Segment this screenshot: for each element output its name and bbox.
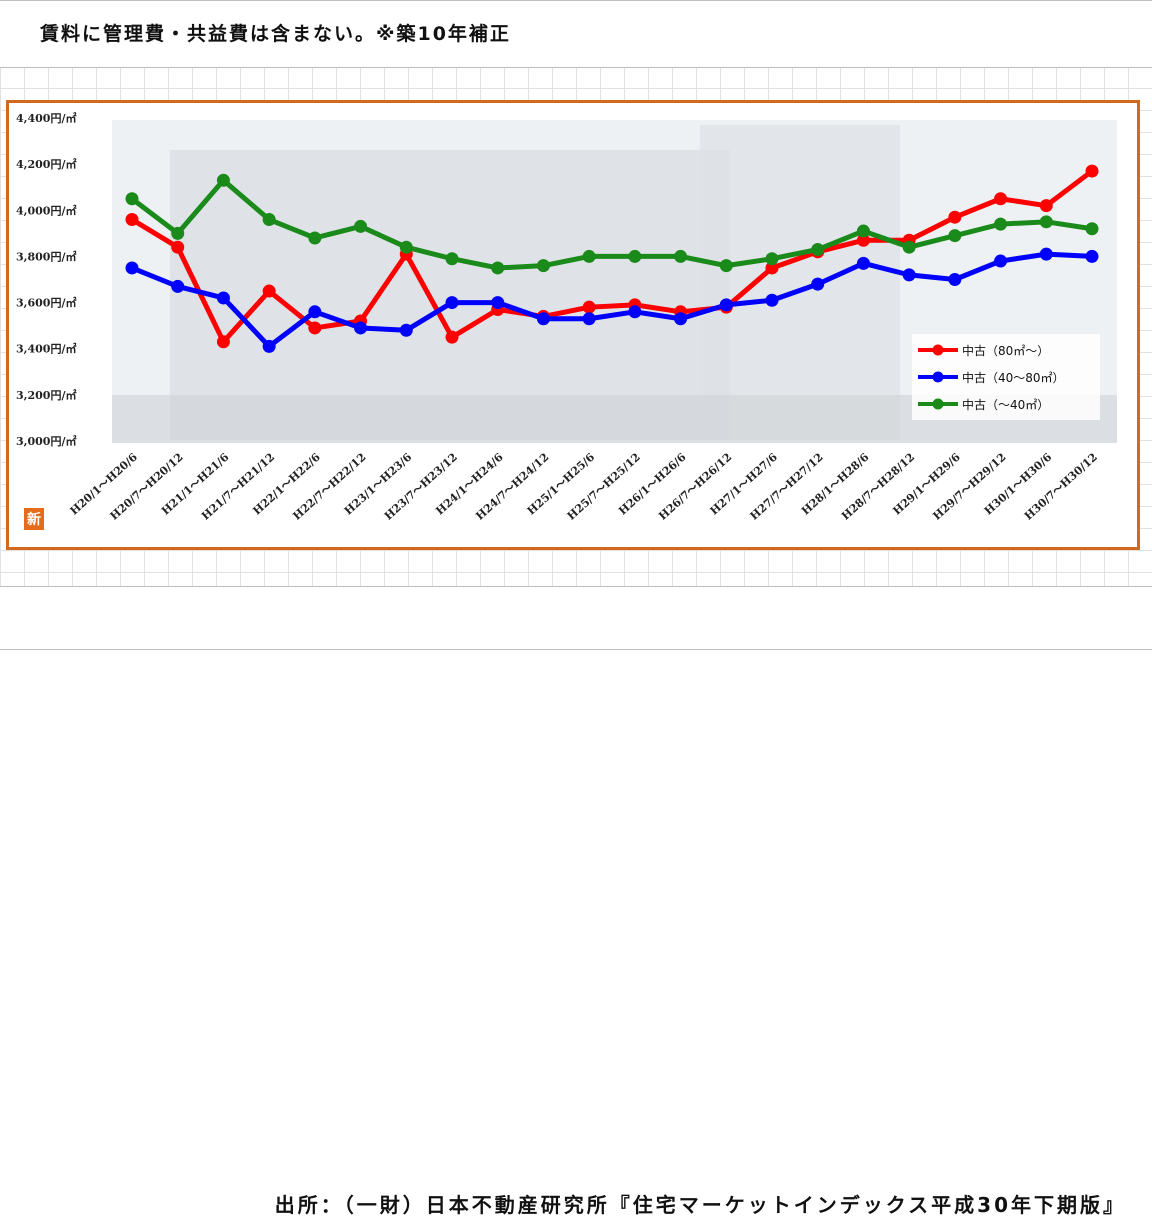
- data-point: [948, 229, 962, 243]
- data-point: [674, 249, 688, 263]
- legend-label: 中古（～40㎡）: [962, 397, 1049, 412]
- data-point: [445, 330, 459, 344]
- y-tick-label: 3,400円/㎡: [16, 342, 76, 356]
- data-point: [948, 210, 962, 224]
- data-point: [765, 252, 779, 266]
- data-point: [1085, 249, 1099, 263]
- legend-label: 中古（80㎡～）: [962, 343, 1049, 358]
- data-point: [1085, 164, 1099, 178]
- data-point: [994, 217, 1008, 231]
- data-point: [719, 298, 733, 312]
- y-tick-label: 3,800円/㎡: [16, 249, 76, 263]
- line-chart: 3,000円/㎡ 3,200円/㎡ 3,400円/㎡ 3,600円/㎡ 3,800円/㎡…: [16, 111, 1117, 523]
- data-point: [811, 277, 825, 291]
- data-point: [216, 335, 230, 349]
- data-point: [856, 224, 870, 238]
- data-point: [994, 254, 1008, 268]
- data-point: [628, 249, 642, 263]
- y-tick-label: 4,000円/㎡: [16, 203, 76, 217]
- data-point: [171, 226, 185, 240]
- data-point: [994, 192, 1008, 206]
- data-point: [719, 259, 733, 273]
- data-point: [582, 300, 596, 314]
- header-band: 賃料に管理費・共益費は含まない。※築10年補正: [0, 0, 1152, 68]
- legend-marker: [932, 398, 944, 410]
- legend-marker: [932, 344, 944, 356]
- data-point: [445, 296, 459, 310]
- data-point: [811, 243, 825, 257]
- y-tick-label: 3,600円/㎡: [16, 296, 76, 310]
- data-point: [1039, 215, 1053, 229]
- data-point: [445, 252, 459, 266]
- logo-icon: 新: [24, 508, 44, 530]
- data-point: [536, 259, 550, 273]
- data-point: [354, 321, 368, 335]
- data-point: [948, 273, 962, 286]
- data-point: [399, 323, 413, 337]
- legend-marker: [932, 371, 944, 383]
- data-point: [582, 312, 596, 326]
- data-point: [1039, 247, 1053, 261]
- chart-note: 賃料に管理費・共益費は含まない。※築10年補正: [40, 23, 511, 45]
- data-point: [628, 305, 642, 319]
- data-point: [308, 231, 322, 245]
- series-line: [129, 177, 1095, 271]
- data-point: [216, 291, 230, 305]
- data-point: [308, 305, 322, 319]
- data-point: [765, 293, 779, 307]
- series-line: [129, 168, 1095, 345]
- data-point: [262, 284, 276, 298]
- data-point: [491, 261, 505, 275]
- data-point: [536, 312, 550, 326]
- data-point: [125, 261, 139, 275]
- y-tick-label: 3,200円/㎡: [16, 388, 76, 402]
- y-tick-label: 4,200円/㎡: [16, 157, 76, 171]
- data-point: [171, 240, 185, 254]
- data-point: [1039, 199, 1053, 213]
- data-point: [262, 213, 276, 227]
- data-point: [902, 268, 916, 282]
- y-tick-label: 4,400円/㎡: [16, 111, 76, 125]
- series-line: [129, 251, 1095, 349]
- data-point: [125, 213, 139, 227]
- data-point: [171, 279, 185, 293]
- footer-band: 出所：（一財）日本不動産研究所『住宅マーケットインデックス平成30年下期版』: [0, 586, 1152, 1217]
- data-point: [262, 339, 276, 353]
- data-point: [674, 312, 688, 326]
- building-shape: [700, 125, 900, 440]
- data-point: [856, 256, 870, 270]
- data-point: [1085, 222, 1099, 236]
- data-point: [125, 192, 139, 206]
- y-tick-label: 3,000円/㎡: [16, 434, 76, 448]
- data-point: [765, 261, 779, 275]
- data-point: [308, 321, 322, 335]
- source-citation: 出所：（一財）日本不動産研究所『住宅マーケットインデックス平成30年下期版』: [274, 1193, 1126, 1217]
- legend-label: 中古（40～80㎡）: [962, 370, 1065, 385]
- data-point: [902, 240, 916, 254]
- data-point: [856, 233, 870, 247]
- data-point: [582, 249, 596, 263]
- data-point: [399, 240, 413, 254]
- data-point: [216, 173, 230, 187]
- data-point: [491, 296, 505, 310]
- data-point: [354, 219, 368, 233]
